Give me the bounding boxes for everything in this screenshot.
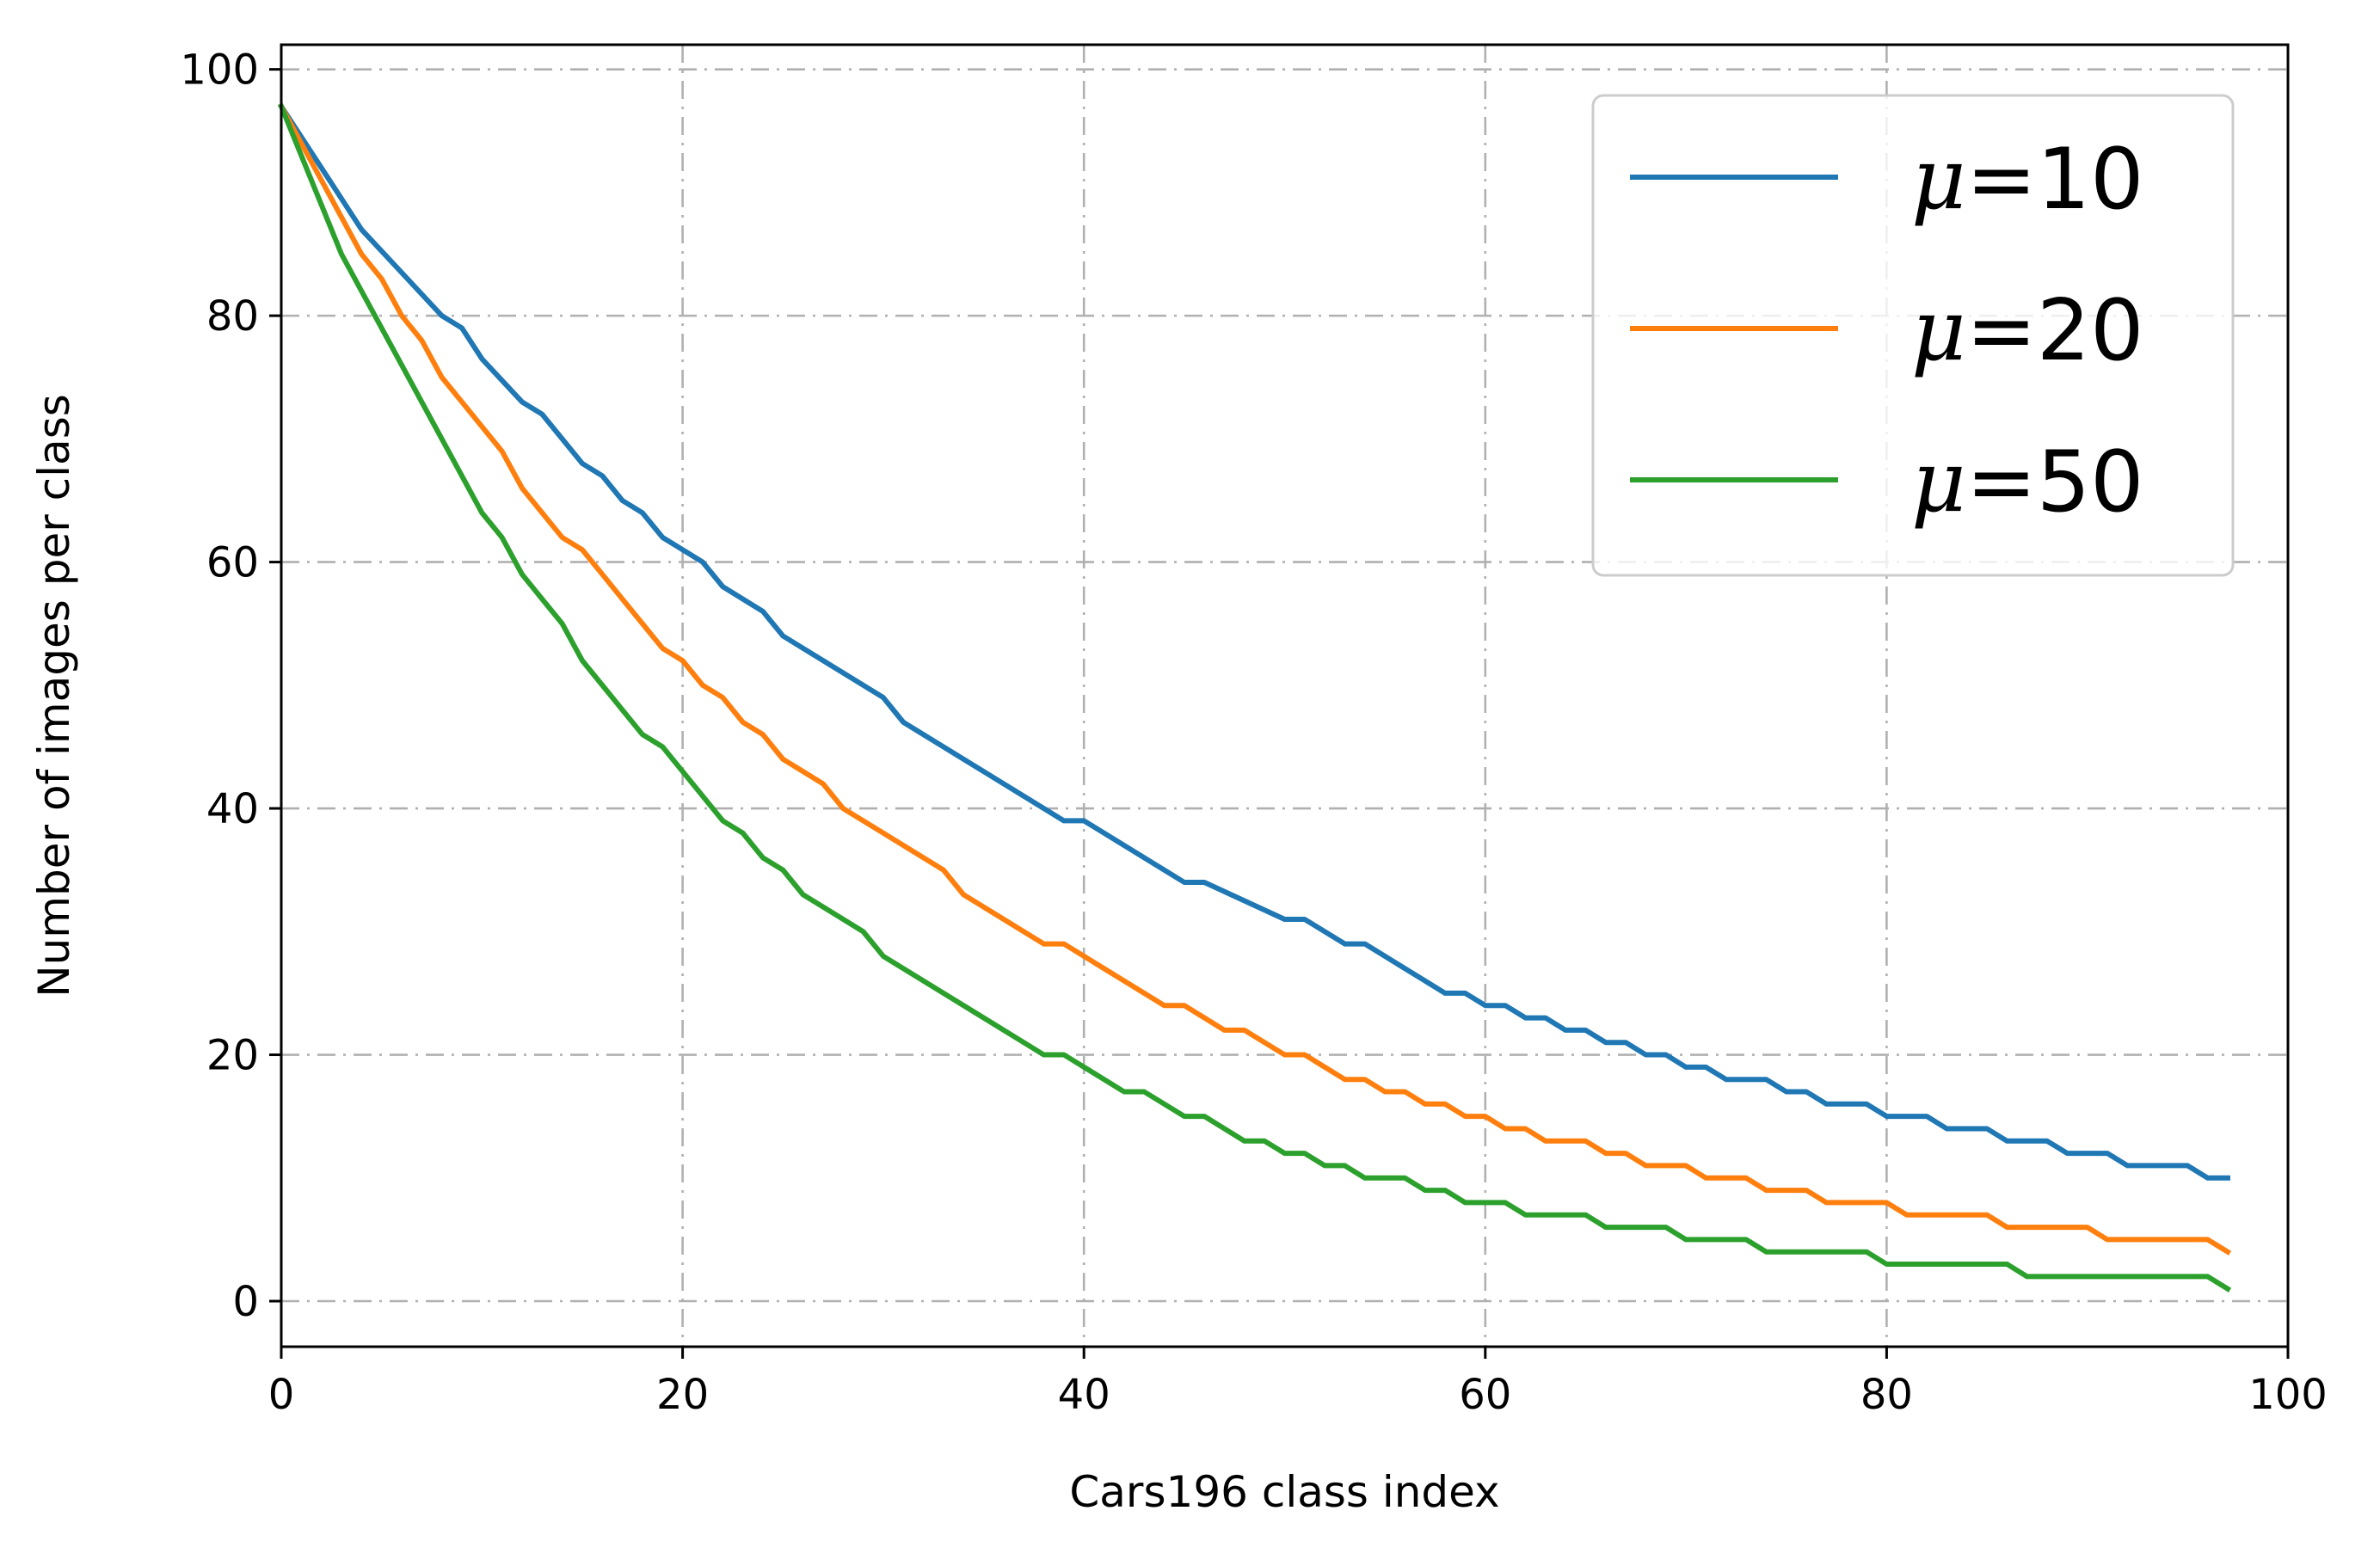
x-tick-label: 80 [1860,1371,1913,1419]
axis-ticks: 0 20 40 60 80 100 0 20 40 60 80 100 [180,46,2327,1419]
y-tick-label: 60 [206,539,259,587]
legend-label: μ=50 [1911,433,2144,531]
legend-label: μ=10 [1911,131,2144,229]
plot-frame [280,43,2290,1348]
y-axis-label: Number of images per class [29,394,79,998]
x-tick-label: 20 [656,1371,709,1419]
legend: μ=10 μ=20 μ=50 [1591,94,2235,577]
legend-box [1591,94,2235,577]
y-tick-label: 100 [180,46,259,95]
series-line [277,102,2230,1181]
x-axis-label: Cars196 class index [1069,1467,1499,1517]
y-tick-label: 0 [232,1278,259,1326]
series-line [278,102,2232,1293]
series-lines [277,102,2232,1293]
y-tick-label: 20 [206,1032,259,1080]
y-tick-label: 40 [206,785,259,833]
series-line [277,102,2232,1256]
x-tick-label: 0 [268,1371,295,1419]
y-tick-label: 80 [206,292,259,341]
legend-label: μ=20 [1911,282,2144,380]
x-tick-label: 40 [1058,1371,1110,1419]
x-tick-label: 60 [1459,1371,1511,1419]
x-tick-label: 100 [2248,1371,2328,1419]
